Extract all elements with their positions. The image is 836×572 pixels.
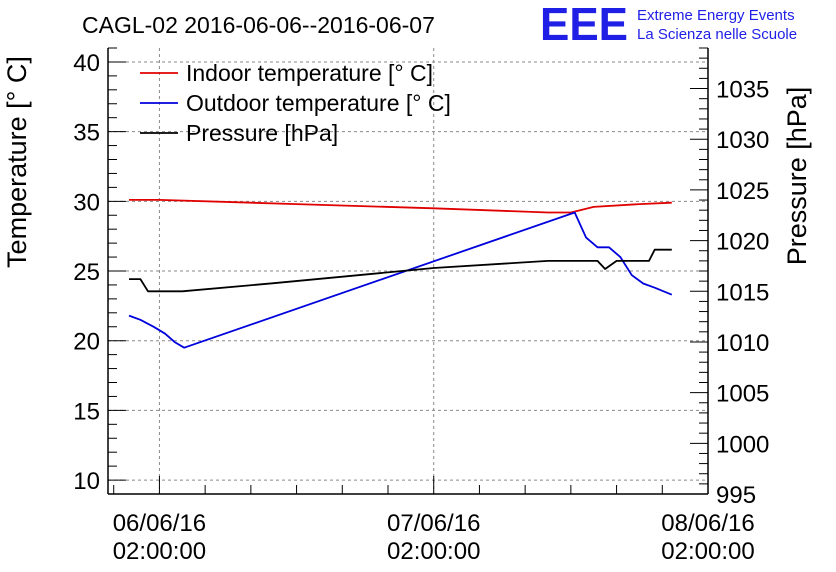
legend-label-pressure: Pressure [hPa] [186, 120, 338, 146]
y2-tick-label: 995 [716, 482, 756, 509]
x-tick-label-time: 02:00:00 [661, 538, 754, 565]
y2-axis-label: Pressure [hPa] [782, 87, 812, 266]
axes [107, 47, 709, 495]
series-line-pressure [129, 248, 672, 293]
y2-tick-label: 1025 [716, 178, 769, 205]
legend-label-outdoor-temperature: Outdoor temperature [° C] [186, 90, 451, 116]
y2-tick-label: 1005 [716, 381, 769, 408]
y2-tick-label: 1010 [716, 330, 769, 357]
chart-title: CAGL-02 2016-06-06--2016-06-07 [82, 12, 435, 38]
y2-tick-label: 1035 [716, 77, 769, 104]
y2-tick-label: 1015 [716, 279, 769, 306]
eee-logo-line2: La Scienza nelle Scuole [637, 26, 797, 43]
y2-tick-label: 1000 [716, 431, 769, 458]
y-tick-label: 15 [73, 398, 100, 425]
y-tick-label: 30 [73, 189, 100, 216]
series-layer [128, 198, 673, 349]
y-tick-label: 25 [73, 259, 100, 286]
eee-logo-mark: EEE [540, 0, 628, 50]
eee-logo-line1: Extreme Energy Events [637, 7, 795, 24]
y-tick-label: 40 [73, 50, 100, 77]
series-line-indoor-temperature [129, 198, 672, 214]
grid-lines [108, 48, 709, 494]
legend: Indoor temperature [° C] Outdoor temperat… [140, 60, 451, 146]
series-line-outdoor-temperature [128, 211, 673, 349]
eee-logo: EEE Extreme Energy Events La Scienza nel… [540, 0, 797, 50]
tick-labels: 1015202530354099510001005101010151020102… [73, 50, 769, 565]
y-tick-label: 20 [73, 329, 100, 356]
y-axis-label: Temperature [° C] [2, 56, 32, 268]
y2-tick-label: 1030 [716, 127, 769, 154]
y-tick-label: 10 [73, 468, 100, 495]
y-tick-label: 35 [73, 120, 100, 147]
y2-tick-label: 1020 [716, 229, 769, 256]
x-tick-label-time: 02:00:00 [387, 538, 480, 565]
x-tick-label-date: 08/06/16 [661, 510, 754, 537]
legend-label-indoor-temperature: Indoor temperature [° C] [186, 60, 433, 86]
x-tick-label-date: 07/06/16 [387, 510, 480, 537]
x-tick-label-date: 06/06/16 [113, 510, 206, 537]
x-tick-label-time: 02:00:00 [113, 538, 206, 565]
